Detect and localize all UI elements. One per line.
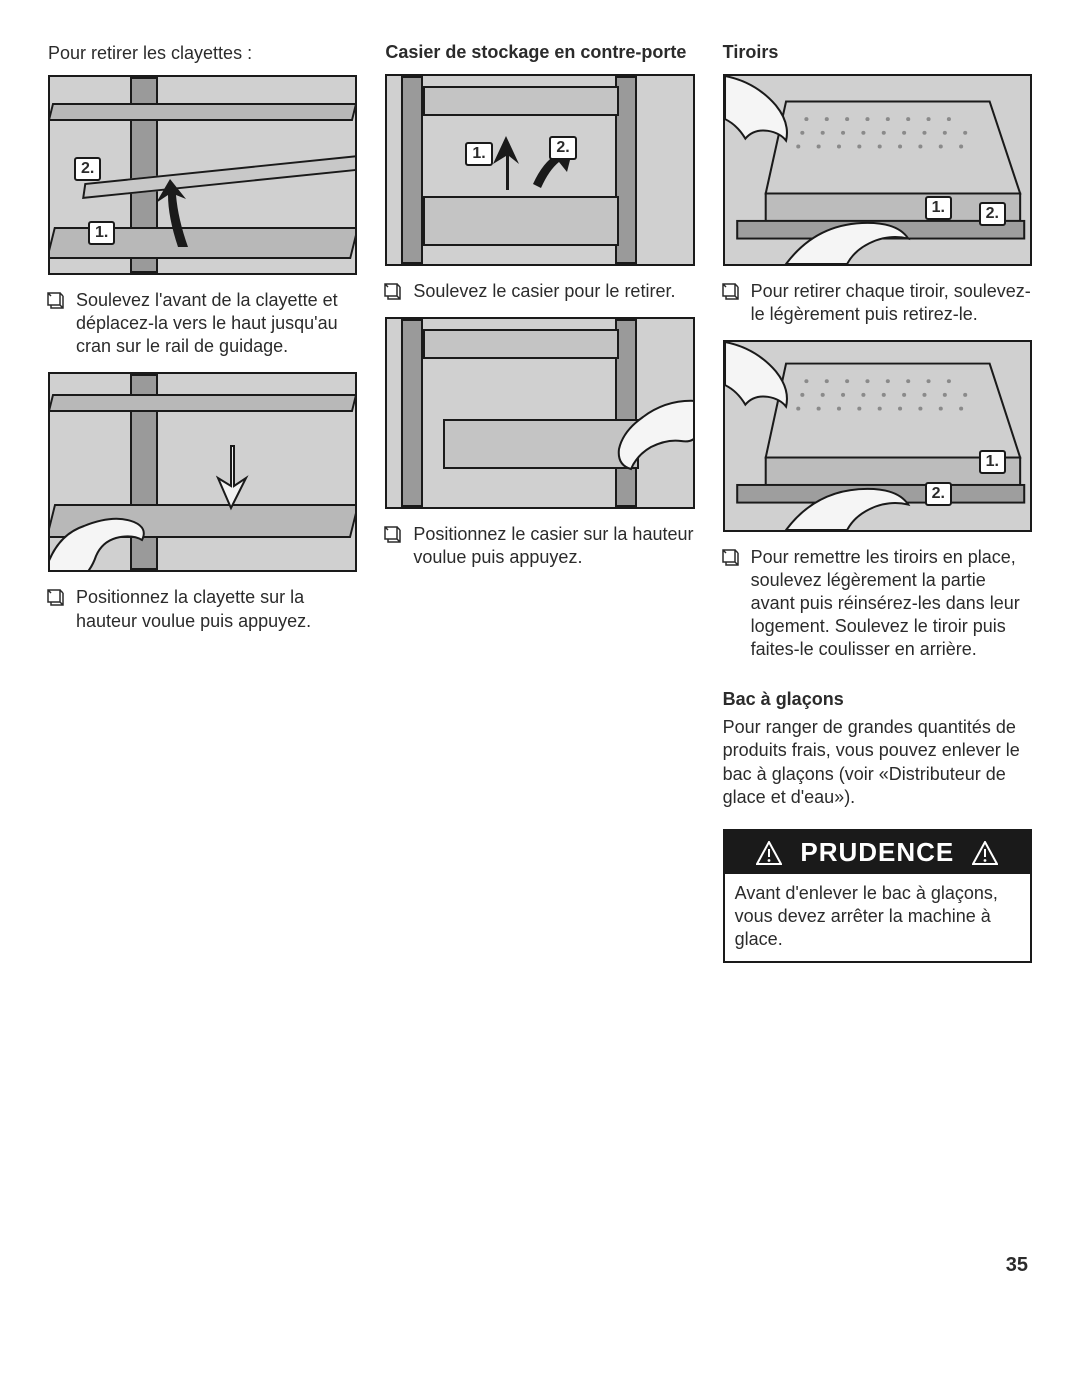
figure-bin-insert <box>385 317 694 509</box>
paragraph: Pour ranger de grandes quantités de prod… <box>723 716 1032 810</box>
arrow-up-icon <box>148 177 208 257</box>
bullet-item: Soulevez le casier pour le retirer. <box>385 280 694 303</box>
figure-drawer-insert: 1. 2. <box>723 340 1032 532</box>
bullet-icon <box>723 550 737 564</box>
arrow-down-icon <box>206 442 256 512</box>
heading: Tiroirs <box>723 42 1032 64</box>
bullet-icon <box>48 590 62 604</box>
step-label: 2. <box>74 157 101 181</box>
drawer-illustration <box>725 342 1030 530</box>
column-tiroirs: Tiroirs 1. 2. Pour retirer chaqu <box>723 42 1032 963</box>
bullet-text: Soulevez le casier pour le retirer. <box>413 280 675 303</box>
step-label: 2. <box>925 482 952 506</box>
step-label: 2. <box>549 136 576 160</box>
hand-icon <box>587 391 695 491</box>
page-number: 35 <box>1006 1254 1028 1277</box>
figure-bin-remove: 1. 2. <box>385 74 694 266</box>
heading: Casier de stockage en contre-porte <box>385 42 694 64</box>
figure-drawer-remove: 1. 2. <box>723 74 1032 266</box>
caution-body: Avant d'enlever le bac à glaçons, vous d… <box>725 874 1030 961</box>
step-label: 1. <box>979 450 1006 474</box>
page-content: Pour retirer les clayettes : 2. 1. Soule… <box>0 0 1080 963</box>
figure-shelf-insert <box>48 372 357 572</box>
intro-text: Pour retirer les clayettes : <box>48 42 357 65</box>
bullet-text: Positionnez la clayette sur la hauteur v… <box>76 586 357 632</box>
bullet-item: Soulevez l'avant de la clayette et dépla… <box>48 289 357 358</box>
bullet-item: Pour retirer chaque tiroir, soulevez-le … <box>723 280 1032 326</box>
subheading: Bac à glaçons <box>723 689 1032 710</box>
column-clayettes: Pour retirer les clayettes : 2. 1. Soule… <box>48 42 357 963</box>
warning-icon <box>756 841 782 865</box>
step-label: 1. <box>88 221 115 245</box>
bullet-text: Pour remettre les tiroirs en place, soul… <box>751 546 1032 661</box>
bullet-item: Positionnez le casier sur la hauteur vou… <box>385 523 694 569</box>
figure-shelf-remove: 2. 1. <box>48 75 357 275</box>
caution-box: PRUDENCE Avant d'enlever le bac à glaçon… <box>723 829 1032 963</box>
warning-icon <box>972 841 998 865</box>
bullet-text: Positionnez le casier sur la hauteur vou… <box>413 523 694 569</box>
bullet-text: Soulevez l'avant de la clayette et dépla… <box>76 289 357 358</box>
step-label: 2. <box>979 202 1006 226</box>
step-label: 1. <box>925 196 952 220</box>
bullet-icon <box>723 284 737 298</box>
bullet-icon <box>385 284 399 298</box>
bullet-item: Pour remettre les tiroirs en place, soul… <box>723 546 1032 661</box>
bullet-icon <box>385 527 399 541</box>
bullet-icon <box>48 293 62 307</box>
caution-header: PRUDENCE <box>725 831 1030 874</box>
bullet-text: Pour retirer chaque tiroir, soulevez-le … <box>751 280 1032 326</box>
drawer-illustration <box>725 76 1030 264</box>
caution-title: PRUDENCE <box>800 837 954 868</box>
hand-icon <box>48 486 164 572</box>
column-casier: Casier de stockage en contre-porte 1. 2.… <box>385 42 694 963</box>
step-label: 1. <box>465 142 492 166</box>
bullet-item: Positionnez la clayette sur la hauteur v… <box>48 586 357 632</box>
